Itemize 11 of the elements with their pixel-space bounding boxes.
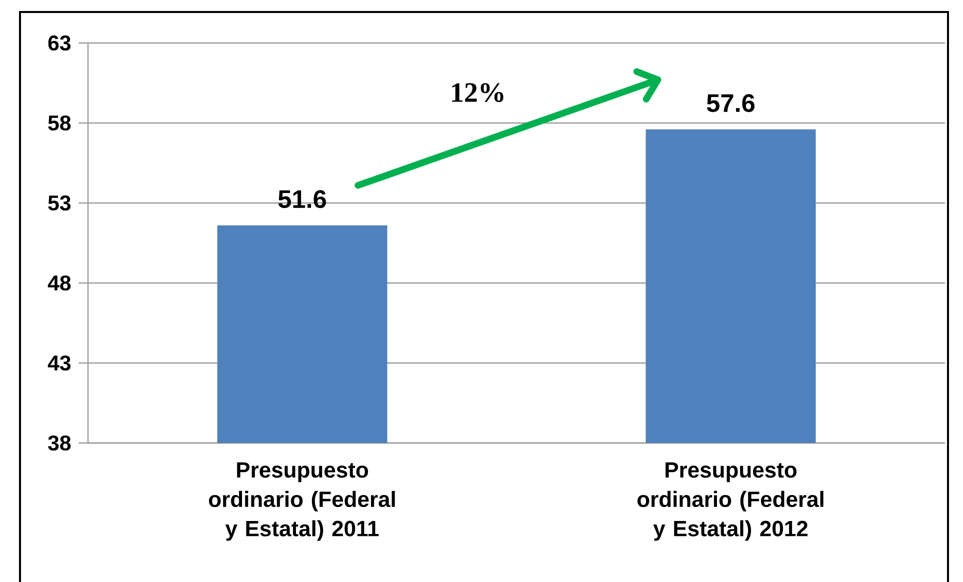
y-tick-label: 63 <box>48 35 71 51</box>
annotation: 12% <box>452 83 504 102</box>
y-tick-label: 43 <box>48 355 71 371</box>
y-tick-label: 38 <box>48 435 71 451</box>
x-tick-label: Presupuesto ordinario (Federal y Estatal) 2011 <box>208 462 395 541</box>
y-tick-label: 53 <box>48 195 71 211</box>
x-tick-label: Presupuesto ordinario (Federal y Estatal) 2012 <box>637 462 824 541</box>
data-label: 57.6 <box>706 94 754 112</box>
y-tick-label: 48 <box>48 275 71 291</box>
y-tick-label: 58 <box>48 115 71 131</box>
data-label: 51.6 <box>278 190 326 208</box>
